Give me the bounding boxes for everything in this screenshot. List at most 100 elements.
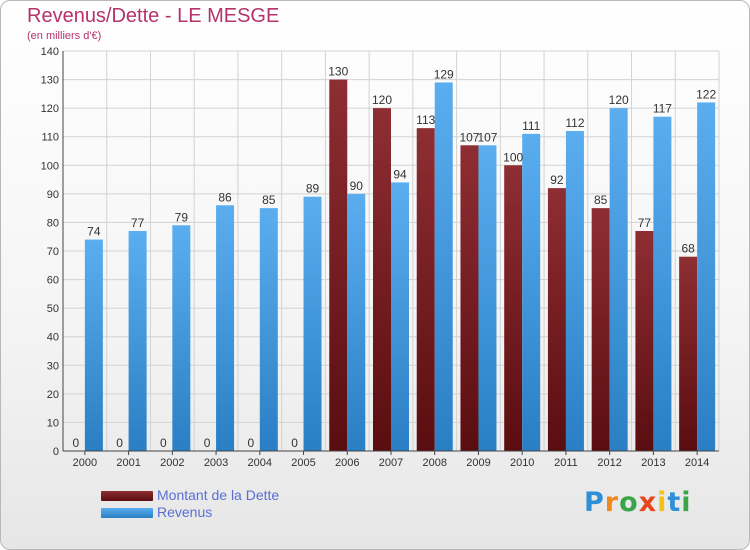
y-tick-label: 30 (47, 360, 59, 372)
bar-revenus-label: 74 (87, 225, 101, 239)
bar-dette-label: 107 (459, 130, 479, 144)
bar-revenus-label: 85 (262, 193, 276, 207)
bar-revenus (84, 239, 103, 451)
bar-revenus-label: 89 (306, 182, 320, 196)
chart-title: Revenus/Dette - LE MESGE (27, 5, 280, 27)
logo-letter: P (584, 487, 605, 518)
bar-revenus-label: 79 (175, 210, 189, 224)
bar-revenus (653, 116, 672, 451)
x-tick-label: 2013 (641, 457, 665, 469)
bar-dette (547, 188, 566, 451)
bar-revenus-label: 122 (696, 87, 716, 101)
bar-dette-label: 0 (116, 436, 123, 450)
bar-revenus-label: 117 (653, 102, 672, 116)
bar-dette-label: 0 (204, 436, 211, 450)
bar-dette (416, 128, 435, 451)
bar-revenus (478, 145, 497, 452)
y-tick-label: 140 (41, 46, 59, 58)
bar-dette (504, 165, 523, 452)
x-tick-label: 2010 (510, 457, 534, 469)
y-tick-label: 110 (41, 132, 59, 144)
bar-revenus (347, 193, 366, 451)
bar-dette (591, 208, 610, 451)
logo-letter: r (604, 487, 620, 518)
bar-dette-label: 68 (681, 242, 695, 256)
x-tick-label: 2011 (554, 457, 578, 469)
bar-revenus-label: 120 (609, 93, 629, 107)
bar-dette-label: 0 (73, 436, 80, 450)
bar-dette-label: 0 (291, 436, 298, 450)
x-tick-label: 2009 (466, 457, 490, 469)
x-tick-label: 2001 (116, 457, 140, 469)
x-tick-label: 2005 (291, 457, 315, 469)
x-tick-label: 2007 (379, 457, 403, 469)
x-tick-label: 2006 (335, 457, 359, 469)
proxiti-logo: Proxiti (584, 487, 692, 518)
y-tick-label: 70 (47, 246, 59, 258)
y-tick-label: 90 (47, 189, 59, 201)
y-tick-label: 60 (47, 275, 59, 287)
x-tick-label: 2000 (73, 457, 97, 469)
bar-revenus (434, 82, 453, 451)
bar-dette (635, 231, 654, 451)
value-labels: 0 74 0 77 0 79 0 86 0 85 0 89 130 90 120 94 113 129 107107… (73, 65, 717, 450)
legend-swatch-revenus (101, 508, 153, 518)
axes: 0 10 20 30 40 50 60 70 80 90 100 110 120 130 140 2000 20… (41, 46, 719, 469)
bar-revenus-label: 107 (477, 130, 497, 144)
y-tick-label: 50 (47, 303, 59, 315)
bar-revenus (697, 102, 716, 451)
y-tick-label: 80 (47, 217, 59, 229)
y-tick-label: 0 (53, 446, 59, 458)
bar-revenus-label: 77 (131, 216, 145, 230)
bar-revenus-label: 94 (393, 167, 407, 181)
bar-dette-label: 77 (638, 216, 652, 230)
y-tick-label: 120 (41, 103, 59, 115)
x-tick-label: 2014 (685, 457, 709, 469)
bar-dette (460, 145, 479, 452)
bar-revenus (565, 131, 584, 451)
bar-dette (373, 108, 391, 452)
y-tick-label: 130 (41, 75, 59, 87)
logo-letter: x (638, 487, 658, 518)
y-tick-label: 10 (47, 417, 59, 429)
bar-dette-label: 85 (594, 193, 608, 207)
bar-revenus (172, 225, 191, 451)
y-tick-label: 100 (41, 160, 59, 172)
logo-letter: o (619, 487, 639, 518)
bar-revenus (259, 208, 278, 451)
bar-revenus-label: 111 (522, 119, 541, 133)
y-tick-label: 20 (47, 389, 59, 401)
bar-dette-label: 100 (503, 150, 523, 164)
bar-dette-label: 130 (328, 65, 348, 79)
bar-dette-label: 113 (416, 113, 435, 127)
bar-revenus-label: 90 (350, 179, 364, 193)
bars (84, 79, 716, 452)
bar-revenus (128, 231, 147, 451)
bar-dette (329, 79, 348, 452)
legend-label-revenus: Revenus (157, 504, 213, 520)
bar-revenus (216, 205, 235, 451)
bar-dette-label: 120 (372, 93, 392, 107)
chart-subtitle: (en milliers d'€) (27, 30, 102, 42)
legend-swatch-dette (101, 491, 153, 501)
logo-letter: i (657, 487, 668, 518)
bar-dette (679, 256, 698, 451)
bar-revenus (609, 108, 628, 452)
x-tick-label: 2003 (204, 457, 228, 469)
x-tick-label: 2002 (160, 457, 184, 469)
x-tick-label: 2012 (597, 457, 621, 469)
bar-revenus-label: 86 (218, 190, 232, 204)
bar-revenus (522, 133, 541, 451)
y-tick-label: 40 (47, 332, 59, 344)
bar-revenus (391, 182, 409, 451)
legend-label-dette: Montant de la Dette (157, 487, 280, 503)
bar-dette-label: 92 (550, 173, 564, 187)
x-tick-label: 2004 (248, 457, 272, 469)
bar-revenus (303, 196, 322, 451)
bar-dette-label: 0 (247, 436, 254, 450)
bar-dette-label: 0 (160, 436, 167, 450)
x-tick-label: 2008 (422, 457, 446, 469)
logo-letter: t (667, 487, 682, 518)
